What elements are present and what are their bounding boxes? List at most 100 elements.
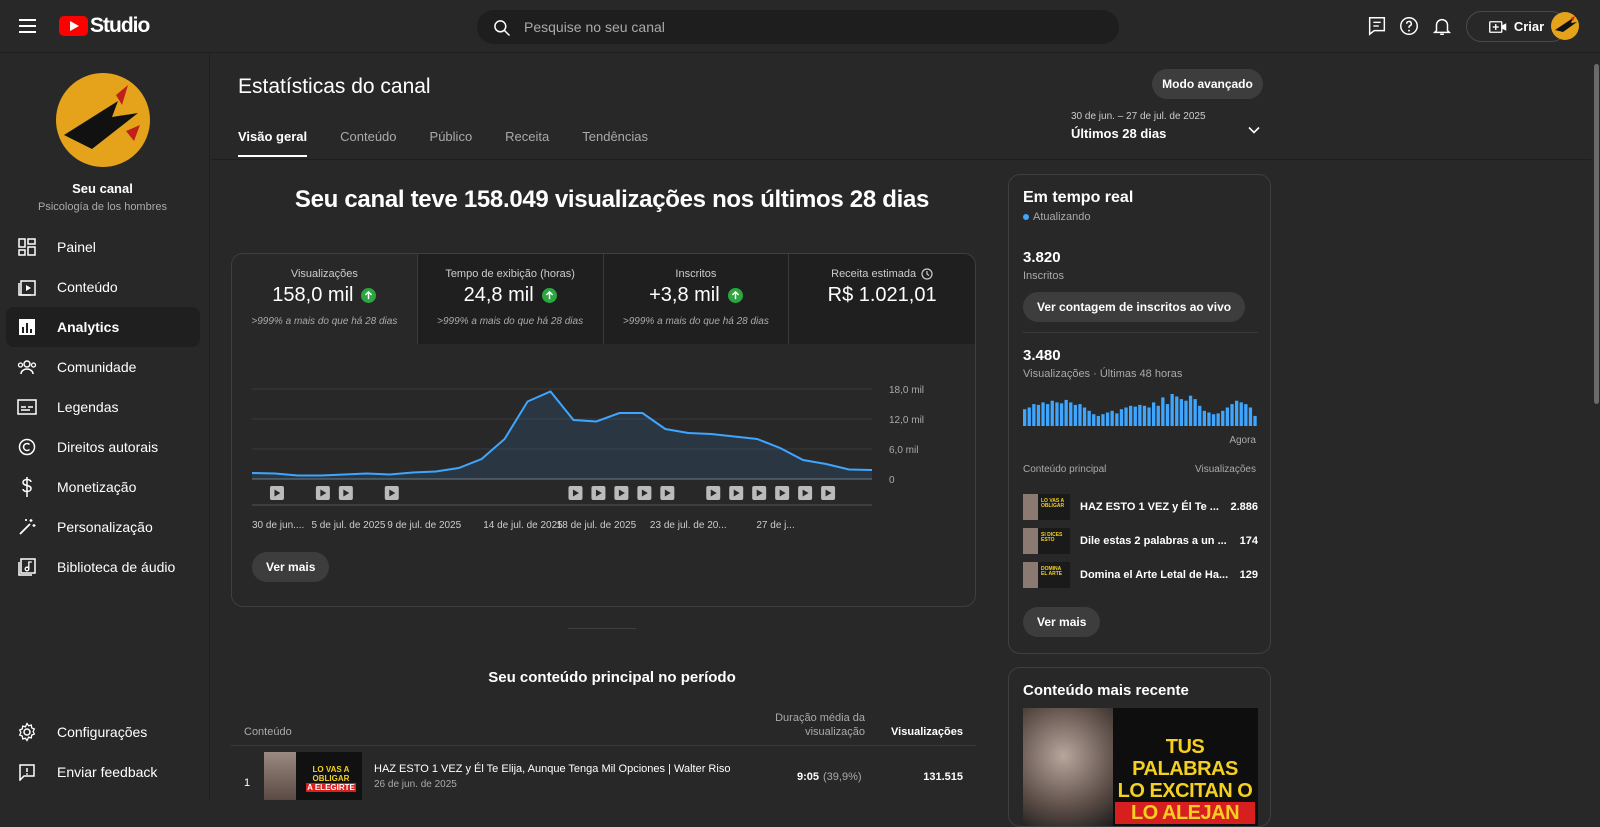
upload-marker-play-icon	[618, 489, 625, 497]
realtime-top-item[interactable]: LO VAS A OBLIGAR HAZ ESTO 1 VEZ y Él Te …	[1023, 493, 1258, 521]
x-tick-label: 14 de jul. de 2025	[483, 520, 563, 531]
metric-views[interactable]: Visualizações 158,0 mil >999% a mais do …	[232, 254, 418, 344]
realtime-bar	[1142, 405, 1147, 426]
upload-marker-play-icon	[343, 489, 350, 497]
bell-icon[interactable]	[1431, 15, 1453, 37]
upload-marker-play-icon	[389, 489, 396, 497]
scrollbar-thumb[interactable]	[1594, 64, 1599, 404]
top-content-table-header: Conteúdo Duração média da visualização V…	[231, 712, 976, 746]
thumbnail-text: SI DICES ESTO	[1041, 532, 1063, 543]
realtime-top-item[interactable]: SI DICES ESTO Dile estas 2 palabras a un…	[1023, 527, 1258, 555]
sidebar-item-label: Legendas	[57, 399, 119, 415]
sidebar-item-comunidade[interactable]: Comunidade	[6, 347, 200, 387]
realtime-see-more-button[interactable]: Ver mais	[1023, 607, 1101, 637]
advanced-mode-button[interactable]: Modo avançado	[1152, 69, 1263, 99]
live-dot-icon	[1023, 214, 1029, 220]
realtime-item-title: Dile estas 2 palabras a un ...	[1080, 535, 1227, 547]
x-tick-label: 23 de jul. de 20...	[650, 520, 727, 531]
section-divider	[568, 628, 636, 629]
channel-avatar[interactable]	[56, 73, 150, 167]
feedback-icon	[17, 762, 37, 782]
sidebar-item-biblioteca-de-audio[interactable]: Biblioteca de áudio	[6, 547, 200, 587]
search-input[interactable]	[524, 11, 1104, 43]
sidebar-item-monetizacao[interactable]: Monetização	[6, 467, 200, 507]
realtime-title: Em tempo real	[1023, 189, 1134, 206]
tabs-divider	[211, 159, 1591, 160]
create-button-label: Criar	[1513, 19, 1545, 34]
realtime-bar	[1221, 410, 1225, 426]
tab-receita[interactable]: Receita	[505, 129, 550, 144]
scrollbar[interactable]	[1592, 54, 1600, 800]
menu-icon[interactable]	[16, 14, 40, 38]
realtime-bar	[1133, 406, 1137, 426]
metric-change: >999% a mais do que há 28 dias	[437, 316, 584, 327]
channel-name: Seu canal	[72, 181, 133, 196]
metric-subscribers[interactable]: Inscritos +3,8 mil >999% a mais do que h…	[603, 254, 790, 344]
video-thumbnail: LO VAS A OBLIGAR	[1023, 494, 1070, 520]
trend-up-icon	[541, 288, 557, 303]
realtime-bar	[1096, 415, 1100, 426]
realtime-bar	[1138, 404, 1142, 426]
sidebar-item-label: Conteúdo	[57, 279, 118, 295]
metric-revenue[interactable]: Receita estimada R$ 1.021,01	[789, 254, 975, 344]
y-tick-label: 12,0 mil	[889, 415, 924, 426]
see-more-button[interactable]: Ver mais	[252, 552, 330, 582]
search-bar[interactable]	[477, 10, 1119, 44]
realtime-bar	[1147, 407, 1151, 426]
sidebar-item-painel[interactable]: Painel	[6, 227, 200, 267]
metric-label: Visualizações	[290, 268, 358, 280]
metric-change: >999% a mais do que há 28 dias	[622, 316, 769, 327]
realtime-item-views: 174	[1239, 535, 1258, 547]
upload-marker-play-icon	[641, 489, 648, 497]
column-header-views[interactable]: Visualizações	[891, 726, 963, 738]
video-thumbnail[interactable]: LO VAS A OBLIGAR A ELEGIRTE	[264, 752, 362, 800]
metric-watch-time[interactable]: Tempo de exibição (horas) 24,8 mil >999%…	[417, 254, 604, 344]
column-header-avg-duration[interactable]: Duração média da visualização	[775, 712, 865, 738]
realtime-bar	[1046, 404, 1050, 426]
sidebar-item-legendas[interactable]: Legendas	[6, 387, 200, 427]
account-avatar[interactable]	[1551, 12, 1579, 40]
sidebar-item-analytics[interactable]: Analytics	[6, 307, 200, 347]
tab-conteudo[interactable]: Conteúdo	[340, 129, 397, 144]
video-title[interactable]: HAZ ESTO 1 VEZ y Él Te Elija, Aunque Ten…	[374, 763, 731, 775]
date-range-selector[interactable]: 30 de jun. – 27 de jul. de 2025 Últimos …	[1071, 111, 1270, 151]
thumbnail-text: TUS PALABRAS	[1132, 736, 1238, 780]
realtime-bar	[1253, 415, 1257, 426]
realtime-item-views: 129	[1239, 569, 1258, 581]
realtime-item-views: 2.886	[1230, 501, 1258, 513]
realtime-top-item[interactable]: DOMINA EL ARTE Domina el Arte Letal de H…	[1023, 561, 1258, 589]
help-icon[interactable]	[1398, 15, 1420, 37]
sidebar-item-direitos-autorais[interactable]: Direitos autorais	[6, 427, 200, 467]
sidebar-item-personalizacao[interactable]: Personalização	[6, 507, 200, 547]
sidebar-item-enviar-feedback[interactable]: Enviar feedback	[6, 752, 200, 792]
create-button[interactable]: Criar	[1466, 11, 1567, 42]
realtime-item-title: HAZ ESTO 1 VEZ y Él Te ...	[1080, 501, 1219, 513]
realtime-bar	[1207, 412, 1211, 426]
metric-value: +3,8 mil	[649, 284, 720, 306]
realtime-bar	[1027, 407, 1031, 426]
sidebar-item-conteudo[interactable]: Conteúdo	[6, 267, 200, 307]
tab-publico[interactable]: Público	[429, 129, 473, 144]
tab-visao-geral[interactable]: Visão geral	[238, 124, 308, 157]
dashboard-icon	[17, 237, 37, 257]
thumbnail-portrait	[264, 752, 296, 800]
content-icon	[17, 277, 37, 297]
sidebar-item-label: Biblioteca de áudio	[57, 559, 176, 575]
metric-value: 24,8 mil	[463, 284, 534, 306]
upload-marker-play-icon	[802, 489, 809, 497]
realtime-bar	[1036, 404, 1041, 426]
realtime-bar	[1055, 402, 1059, 426]
magic-wand-icon	[17, 517, 37, 537]
youtube-studio-logo[interactable]: Studio	[59, 14, 150, 38]
realtime-bar	[1230, 404, 1234, 426]
tab-tendencias[interactable]: Tendências	[582, 129, 649, 144]
upload-marker-play-icon	[733, 489, 740, 497]
sidebar-item-configuracoes[interactable]: Configurações	[6, 712, 200, 752]
comments-icon[interactable]	[1366, 15, 1388, 37]
table-row[interactable]: 1 LO VAS A OBLIGAR A ELEGIRTE HAZ ESTO 1…	[231, 747, 976, 800]
series-line	[251, 390, 873, 477]
realtime-bar	[1032, 404, 1036, 426]
recent-video-thumbnail[interactable]: TUS PALABRAS LO EXCITAN O LO ALEJAN	[1023, 708, 1258, 826]
realtime-bar	[1129, 405, 1133, 426]
live-subscriber-count-button[interactable]: Ver contagem de inscritos ao vivo	[1023, 292, 1246, 322]
